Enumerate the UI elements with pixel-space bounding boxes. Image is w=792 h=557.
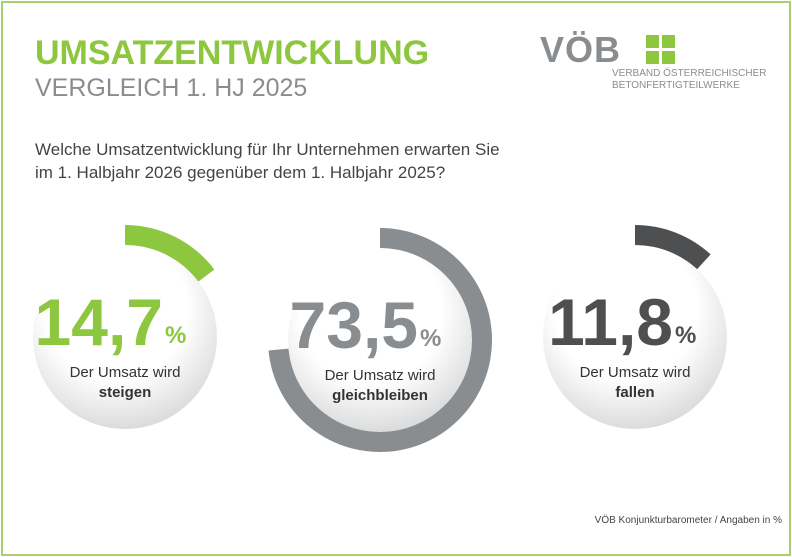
logo-name: VÖB: [540, 29, 621, 70]
label-prefix: Der Umsatz wird: [580, 364, 691, 381]
unit-label: %: [420, 325, 441, 352]
logo-square: [646, 51, 659, 64]
ball: [543, 245, 727, 429]
title: UMSATZENTWICKLUNG: [35, 34, 429, 72]
value-label: 73,5: [290, 288, 418, 362]
ball: [33, 245, 217, 429]
logo-line: VERBAND ÖSTERREICHISCHER: [612, 67, 766, 79]
category-label: gleichbleiben: [332, 387, 428, 404]
label-prefix: Der Umsatz wird: [70, 364, 181, 381]
value-label: 11,8: [548, 285, 673, 359]
logo-square: [662, 51, 675, 64]
value-label: 14,7: [35, 285, 163, 359]
question: Welche Umsatzentwicklung für Ihr Unterne…: [35, 140, 500, 159]
category-label: steigen: [99, 384, 152, 401]
ring-segment: [125, 225, 215, 284]
note: VÖB Konjunkturbarometer / Angaben in %: [595, 514, 782, 526]
question: im 1. Halbjahr 2026 gegenüber dem 1. Hal…: [35, 163, 445, 182]
category-label: fallen: [615, 384, 654, 401]
logo-square: [646, 35, 659, 48]
subtitle: VERGLEICH 1. HJ 2025: [35, 74, 307, 102]
ring-segment: [635, 225, 711, 273]
unit-label: %: [165, 322, 186, 349]
ball: [288, 248, 472, 432]
logo-square: [662, 35, 675, 48]
logo: VÖB VERBAND ÖSTERREICHISCHER BETONFERTIG…: [540, 29, 766, 91]
logo-line: BETONFERTIGTEILWERKE: [612, 80, 740, 91]
label-prefix: Der Umsatz wird: [325, 367, 436, 384]
unit-label: %: [675, 322, 696, 349]
